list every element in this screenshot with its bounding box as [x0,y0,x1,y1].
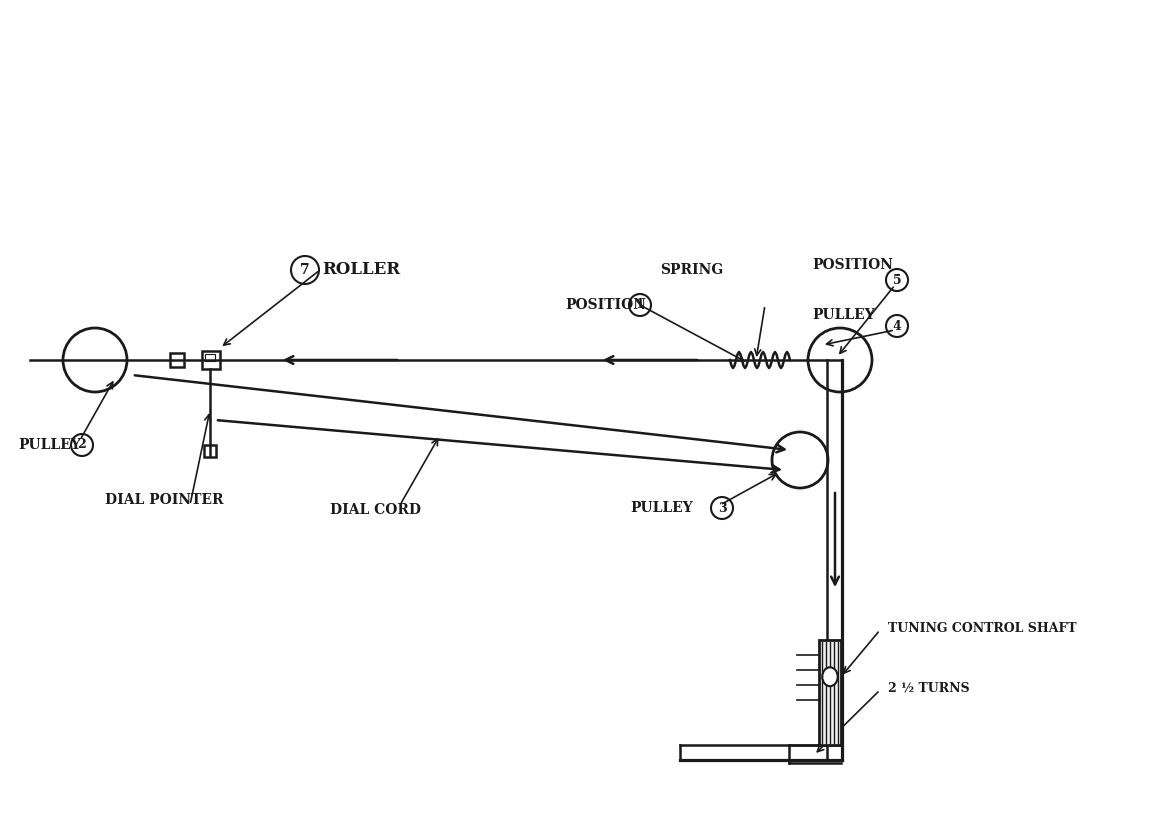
Text: 5: 5 [893,274,901,286]
Text: PULLEY: PULLEY [629,501,693,515]
Ellipse shape [823,667,838,686]
Text: 2: 2 [77,438,87,452]
Text: SPRING: SPRING [660,263,723,277]
Bar [204,445,216,457]
Bar [202,351,220,369]
Text: 4: 4 [893,319,901,332]
Text: 3: 3 [717,501,727,514]
Text: 2 ½ TURNS: 2 ½ TURNS [888,681,970,695]
Bar [205,354,215,361]
Text: DIAL POINTER: DIAL POINTER [105,493,223,507]
Bar [170,353,184,367]
Bar [819,640,841,745]
Text: 7: 7 [301,263,310,277]
Text: TUNING CONTROL SHAFT: TUNING CONTROL SHAFT [888,622,1076,634]
Text: DIAL CORD: DIAL CORD [330,503,421,517]
Text: POSITION: POSITION [565,298,646,312]
Text: ROLLER: ROLLER [322,261,400,279]
Text: PULLEY: PULLEY [812,308,875,322]
Text: POSITION: POSITION [812,258,893,272]
Text: 1: 1 [635,299,645,312]
Text: PULLEY: PULLEY [18,438,81,452]
